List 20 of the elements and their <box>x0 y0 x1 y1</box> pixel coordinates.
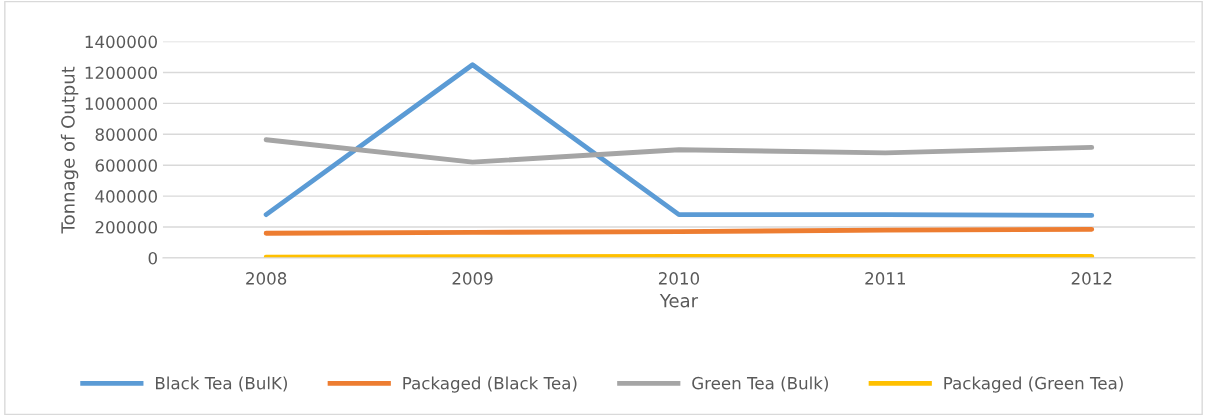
legend-label: Packaged (Black Tea) <box>403 376 577 393</box>
x-tick-label: 2008 <box>246 272 287 285</box>
y-tick-label: 200000 <box>95 220 157 234</box>
x-axis-title: Year <box>659 294 699 308</box>
y-tick-label: 400000 <box>95 190 157 203</box>
y-tick-label: 1400000 <box>85 35 157 49</box>
legend-label: Black Tea (BulK) <box>156 376 287 392</box>
y-tick-label: 600000 <box>95 159 157 172</box>
x-tick-label: 2010 <box>658 272 700 285</box>
y-tick-label: 1000000 <box>85 97 157 110</box>
y-tick-label: 0 <box>148 251 157 265</box>
line-series <box>263 137 1095 165</box>
x-tick-label: 2011 <box>865 272 905 285</box>
x-tick-label: 2012 <box>1071 272 1112 285</box>
x-tick-label: 2009 <box>452 272 493 285</box>
legend-label: Packaged (Green Tea) <box>944 376 1123 393</box>
legend-label: Green Tea (Bulk) <box>692 376 828 392</box>
y-tick-label: 800000 <box>95 128 157 141</box>
y-axis-title: Tonnage of Output <box>60 66 79 234</box>
y-tick-label: 1200000 <box>85 66 157 80</box>
